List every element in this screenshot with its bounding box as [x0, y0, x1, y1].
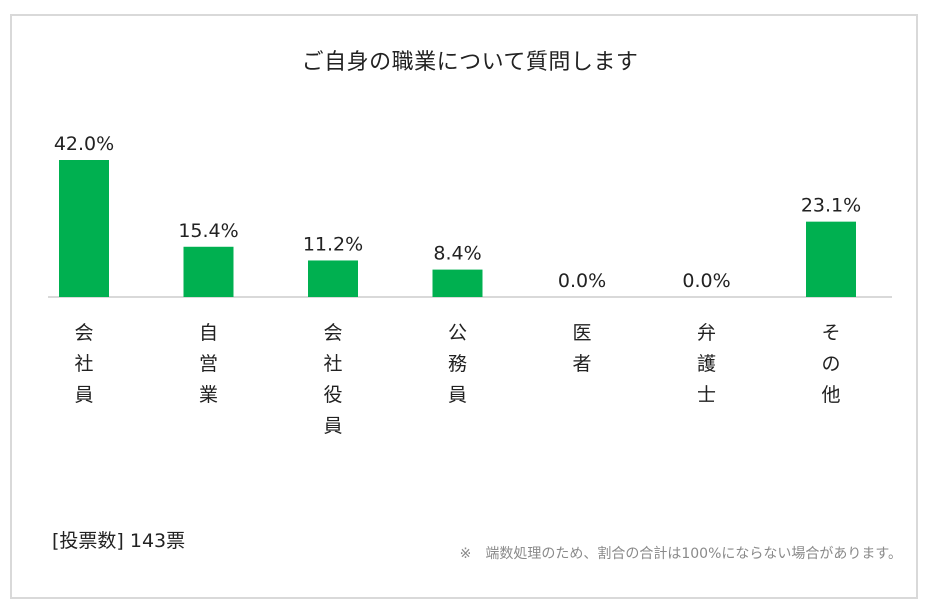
data-label: 8.4%: [433, 243, 481, 265]
bar: [59, 160, 109, 297]
vote-count: [投票数] 143票: [52, 530, 186, 552]
category-tick-label: 医者: [572, 322, 591, 375]
bar: [308, 260, 358, 297]
category-tick-label: その他: [821, 322, 840, 406]
chart-title: ご自身の職業について質問します: [301, 50, 639, 75]
data-label: 42.0%: [54, 133, 114, 155]
rounding-note: ※ 端数処理のため、割合の合計は100%にならない場合があります。: [459, 546, 902, 562]
category-tick-label: 弁護士: [697, 322, 716, 406]
chart-frame: [10, 14, 918, 599]
category-tick-label: 自営業: [199, 322, 218, 406]
category-tick-label: 公務員: [448, 322, 467, 406]
data-label: 23.1%: [801, 195, 861, 217]
data-label: 0.0%: [558, 270, 606, 292]
data-label: 15.4%: [178, 220, 238, 242]
bar: [183, 246, 234, 297]
category-tick-label: 会社員: [74, 322, 93, 406]
bar: [806, 221, 856, 297]
bar: [432, 269, 483, 297]
category-tick-label: 会社役員: [323, 322, 342, 437]
data-label: 0.0%: [682, 270, 730, 292]
data-label: 11.2%: [303, 233, 363, 255]
